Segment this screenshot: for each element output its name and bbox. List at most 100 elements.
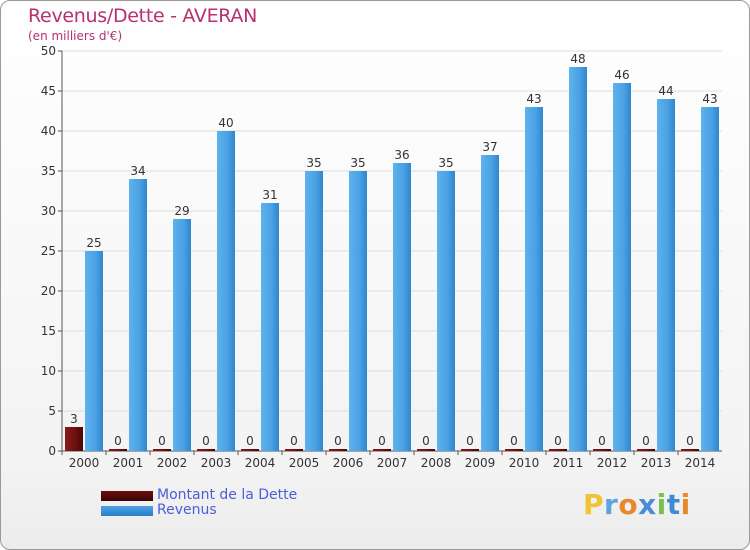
y-tick-label: 50 [41,44,56,58]
bar-revenus [349,171,367,451]
bar-revenus [481,155,499,451]
logo-letter: o [618,488,639,521]
data-label-dette: 0 [554,434,562,448]
data-label-dette: 0 [290,434,298,448]
data-label-dette: 0 [642,434,650,448]
data-label-revenus: 48 [570,52,585,66]
legend-swatch-revenus [101,506,153,516]
x-tick-label: 2001 [113,456,144,470]
data-label-revenus: 31 [262,188,277,202]
logo-letter: P [583,488,605,521]
bar-dette [637,449,655,451]
bar-dette [109,449,127,451]
bar-revenus [305,171,323,451]
y-tick-label: 25 [41,244,56,258]
x-tick-label: 2006 [333,456,364,470]
x-tick-label: 2014 [685,456,716,470]
bar-dette [461,449,479,451]
data-label-dette: 0 [510,434,518,448]
bar-dette [153,449,171,451]
bar-dette [593,449,611,451]
bar-dette [505,449,523,451]
data-label-dette: 0 [422,434,430,448]
x-tick-label: 2004 [245,456,276,470]
logo-letter: i [680,488,691,521]
bar-revenus [701,107,719,451]
x-tick-label: 2013 [641,456,672,470]
data-label-revenus: 35 [350,156,365,170]
data-label-dette: 0 [202,434,210,448]
logo-letter: i [656,488,667,521]
y-tick-label: 5 [48,404,56,418]
x-tick-label: 2011 [553,456,584,470]
data-label-revenus: 25 [86,236,101,250]
proxiti-logo: Proxiti [583,488,691,521]
data-label-dette: 0 [158,434,166,448]
logo-letter: x [638,488,657,521]
bar-dette [241,449,259,451]
legend-label-revenus: Revenus [157,502,217,518]
bar-revenus [173,219,191,451]
data-label-dette: 0 [114,434,122,448]
bar-revenus [217,131,235,451]
x-tick-label: 2002 [157,456,188,470]
bar-revenus [613,83,631,451]
chart-title: Revenus/Dette - AVERAN [28,5,258,27]
y-tick-label: 0 [48,444,56,458]
data-label-revenus: 37 [482,140,497,154]
bar-dette [417,449,435,451]
x-tick-label: 2000 [69,456,100,470]
data-label-revenus: 35 [438,156,453,170]
bar-dette [329,449,347,451]
x-tick-label: 2005 [289,456,320,470]
data-label-dette: 0 [598,434,606,448]
chart-subtitle: (en milliers d'€) [28,29,123,43]
data-label-dette: 0 [334,434,342,448]
data-label-revenus: 43 [702,92,717,106]
bar-revenus [261,203,279,451]
logo-letter: t [666,488,681,521]
bar-dette [197,449,215,451]
y-tick-label: 15 [41,324,56,338]
y-tick-label: 10 [41,364,56,378]
bar-revenus [657,99,675,451]
x-tick-label: 2003 [201,456,232,470]
y-tick-label: 20 [41,284,56,298]
bar-revenus [569,67,587,451]
bar-dette [285,449,303,451]
y-tick-label: 45 [41,84,56,98]
bar-revenus [85,251,103,451]
data-label-dette: 0 [466,434,474,448]
data-label-revenus: 29 [174,204,189,218]
bar-dette [549,449,567,451]
data-label-dette: 3 [70,412,78,426]
bar-dette [373,449,391,451]
y-tick-label: 35 [41,164,56,178]
bar-revenus [129,179,147,451]
data-label-revenus: 44 [658,84,673,98]
logo-letter: r [604,488,619,521]
data-label-dette: 0 [686,434,694,448]
data-label-revenus: 46 [614,68,629,82]
x-tick-label: 2012 [597,456,628,470]
x-tick-label: 2009 [465,456,496,470]
data-label-revenus: 43 [526,92,541,106]
bar-dette [65,427,83,451]
data-label-dette: 0 [378,434,386,448]
bar-revenus [393,163,411,451]
x-tick-label: 2010 [509,456,540,470]
bar-revenus [437,171,455,451]
bar-dette [681,449,699,451]
data-label-revenus: 40 [218,116,233,130]
data-label-revenus: 34 [130,164,145,178]
data-label-revenus: 36 [394,148,409,162]
data-label-revenus: 35 [306,156,321,170]
bar-revenus [525,107,543,451]
x-tick-label: 2008 [421,456,452,470]
legend-label-dette: Montant de la Dette [157,487,298,503]
data-label-dette: 0 [246,434,254,448]
x-tick-label: 2007 [377,456,408,470]
y-tick-label: 30 [41,204,56,218]
